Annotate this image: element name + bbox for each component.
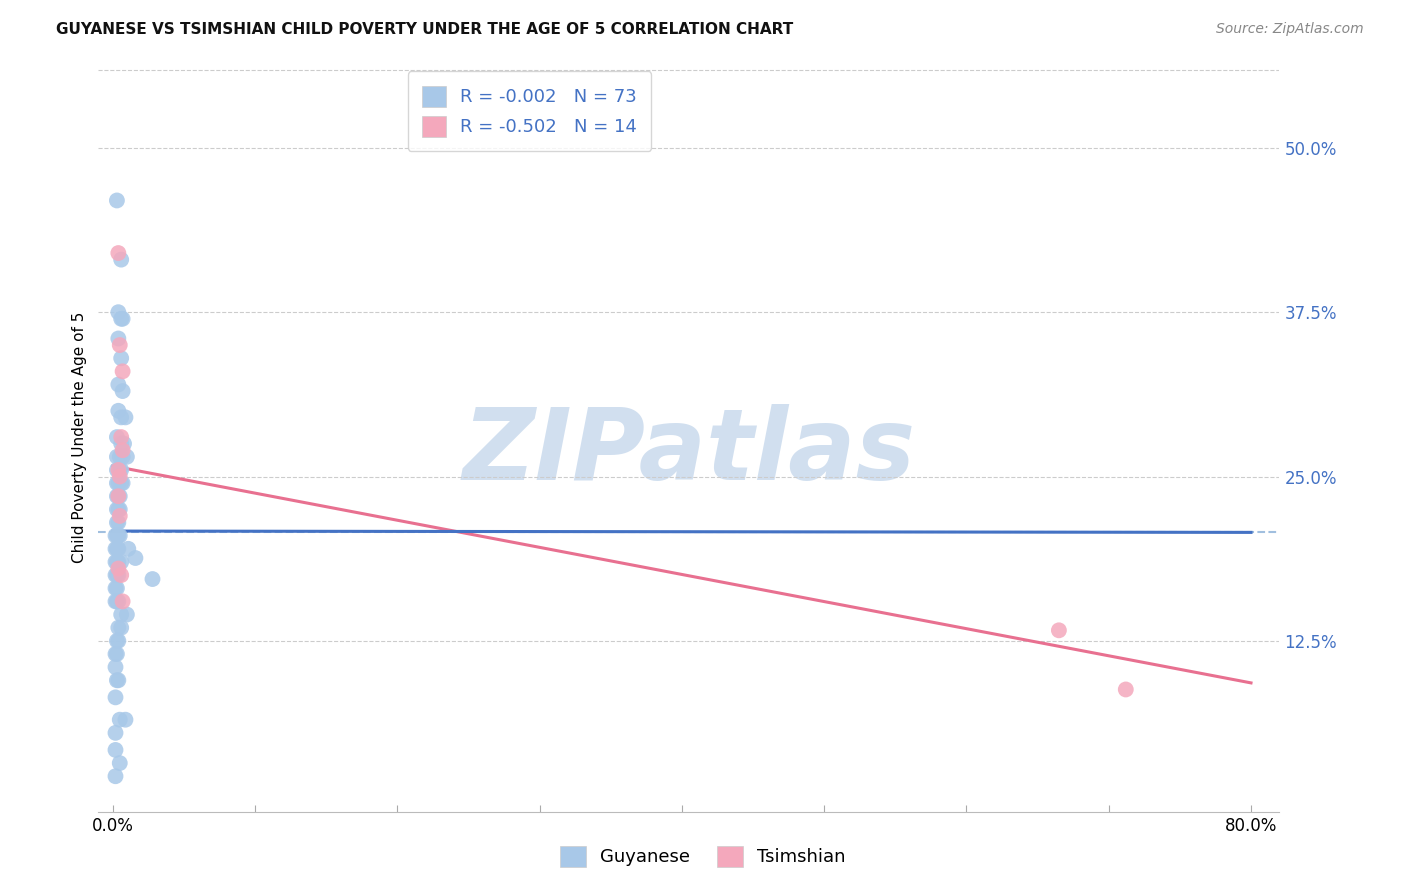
Point xyxy=(104,555,127,569)
Point xyxy=(104,726,127,740)
Point xyxy=(114,410,136,425)
Point xyxy=(1047,624,1070,638)
Point xyxy=(115,607,138,622)
Point xyxy=(107,621,129,635)
Point xyxy=(111,476,134,491)
Point xyxy=(107,594,129,608)
Point xyxy=(107,568,129,582)
Text: GUYANESE VS TSIMSHIAN CHILD POVERTY UNDER THE AGE OF 5 CORRELATION CHART: GUYANESE VS TSIMSHIAN CHILD POVERTY UNDE… xyxy=(56,22,793,37)
Point xyxy=(107,541,129,556)
Point xyxy=(104,581,127,595)
Point xyxy=(104,743,127,757)
Legend: R = -0.002   N = 73, R = -0.502   N = 14: R = -0.002 N = 73, R = -0.502 N = 14 xyxy=(408,71,651,151)
Point xyxy=(110,252,132,267)
Point xyxy=(105,430,128,444)
Legend: Guyanese, Tsimshian: Guyanese, Tsimshian xyxy=(554,838,852,874)
Point xyxy=(107,516,129,530)
Point xyxy=(105,529,128,543)
Point xyxy=(110,607,132,622)
Point xyxy=(105,647,128,661)
Point xyxy=(104,769,127,783)
Point xyxy=(104,568,127,582)
Point xyxy=(105,516,128,530)
Point xyxy=(124,551,146,566)
Point xyxy=(115,450,138,464)
Point xyxy=(107,377,129,392)
Point xyxy=(105,581,128,595)
Point xyxy=(107,476,129,491)
Point xyxy=(110,436,132,450)
Point xyxy=(110,568,132,582)
Point xyxy=(1115,682,1137,697)
Point xyxy=(108,338,131,352)
Point xyxy=(114,713,136,727)
Point xyxy=(105,502,128,516)
Point xyxy=(110,476,132,491)
Point xyxy=(108,450,131,464)
Point xyxy=(108,756,131,770)
Point xyxy=(111,311,134,326)
Point xyxy=(108,489,131,503)
Point xyxy=(110,463,132,477)
Point xyxy=(104,647,127,661)
Point xyxy=(110,410,132,425)
Point xyxy=(107,404,129,418)
Point xyxy=(105,489,128,503)
Point xyxy=(108,463,131,477)
Point xyxy=(107,246,129,260)
Point xyxy=(105,555,128,569)
Point xyxy=(107,502,129,516)
Point xyxy=(104,541,127,556)
Point xyxy=(108,529,131,543)
Point xyxy=(105,633,128,648)
Point xyxy=(110,351,132,366)
Point xyxy=(112,436,135,450)
Text: Source: ZipAtlas.com: Source: ZipAtlas.com xyxy=(1216,22,1364,37)
Point xyxy=(107,561,129,575)
Point xyxy=(105,194,128,208)
Point xyxy=(105,568,128,582)
Point xyxy=(111,443,134,458)
Point xyxy=(110,311,132,326)
Point xyxy=(108,469,131,483)
Point xyxy=(107,673,129,688)
Point xyxy=(107,305,129,319)
Point xyxy=(104,594,127,608)
Point xyxy=(107,463,129,477)
Point xyxy=(110,621,132,635)
Point xyxy=(111,384,134,398)
Point xyxy=(107,529,129,543)
Point xyxy=(111,364,134,378)
Point xyxy=(105,541,128,556)
Point xyxy=(107,489,129,503)
Point xyxy=(108,508,131,523)
Y-axis label: Child Poverty Under the Age of 5: Child Poverty Under the Age of 5 xyxy=(72,311,87,563)
Point xyxy=(110,430,132,444)
Point xyxy=(111,594,134,608)
Point xyxy=(107,331,129,345)
Point xyxy=(108,502,131,516)
Point xyxy=(104,660,127,674)
Point xyxy=(105,673,128,688)
Point xyxy=(105,463,128,477)
Point xyxy=(104,529,127,543)
Point xyxy=(107,489,129,503)
Point xyxy=(108,713,131,727)
Point xyxy=(107,555,129,569)
Point xyxy=(105,594,128,608)
Point xyxy=(105,476,128,491)
Point xyxy=(111,450,134,464)
Point xyxy=(117,541,139,556)
Point xyxy=(107,633,129,648)
Point xyxy=(104,690,127,705)
Point xyxy=(105,450,128,464)
Point xyxy=(110,555,132,569)
Point xyxy=(141,572,163,586)
Text: ZIPatlas: ZIPatlas xyxy=(463,403,915,500)
